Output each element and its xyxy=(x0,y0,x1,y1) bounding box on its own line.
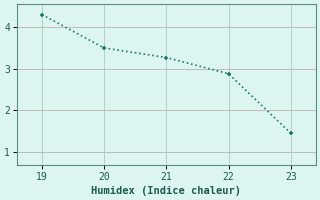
X-axis label: Humidex (Indice chaleur): Humidex (Indice chaleur) xyxy=(92,186,241,196)
